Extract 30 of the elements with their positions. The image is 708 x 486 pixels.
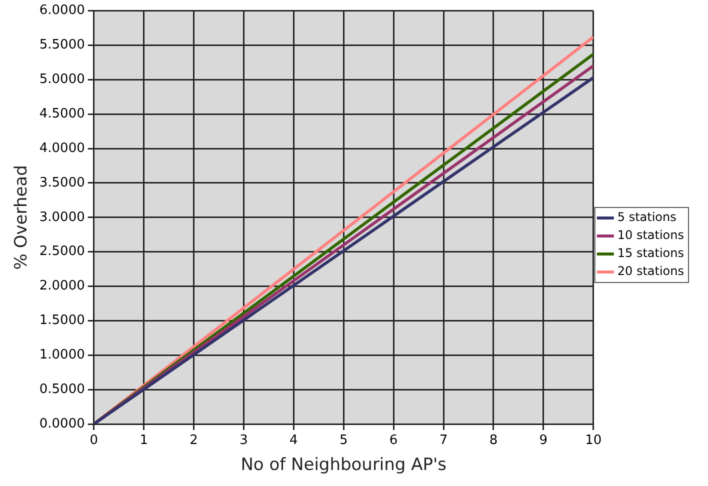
y-tick-label: 3.0000 — [39, 210, 85, 225]
y-tick-label: 1.5000 — [39, 313, 85, 328]
x-axis-title: No of Neighbouring AP's — [240, 455, 447, 476]
y-tick-label: 2.0000 — [39, 278, 85, 294]
x-tick-label: 1 — [140, 433, 148, 448]
y-tick-label: 2.5000 — [39, 244, 85, 260]
y-tick-label: 5.0000 — [39, 72, 85, 88]
y-tick-label: 0.5000 — [39, 382, 85, 397]
x-tick-label: 9 — [539, 433, 548, 448]
x-tick-label: 6 — [389, 433, 398, 448]
x-tick-label: 8 — [489, 433, 498, 448]
y-tick-label: 3.5000 — [39, 175, 85, 190]
x-tick-label: 7 — [439, 433, 448, 448]
x-tick-label: 10 — [585, 433, 602, 448]
x-tick-label: 4 — [290, 433, 298, 448]
legend-label: 15 stations — [617, 246, 684, 260]
y-tick-label: 1.0000 — [39, 348, 85, 363]
x-tick-label: 0 — [90, 433, 98, 448]
x-tick-label: 3 — [240, 433, 248, 448]
x-tick-label: 2 — [190, 433, 198, 448]
y-axis-title: % Overhead — [12, 165, 32, 270]
y-tick-label: 5.5000 — [39, 38, 85, 53]
y-tick-label: 4.5000 — [39, 106, 85, 122]
legend-label: 10 stations — [617, 228, 684, 242]
x-tick-label: 5 — [339, 433, 348, 448]
y-tick-label: 4.0000 — [39, 140, 85, 156]
y-tick-label: 0.0000 — [39, 416, 85, 432]
legend-label: 20 stations — [617, 264, 684, 278]
legend-label: 5 stations — [617, 210, 676, 224]
y-tick-label: 6.0000 — [39, 3, 85, 18]
